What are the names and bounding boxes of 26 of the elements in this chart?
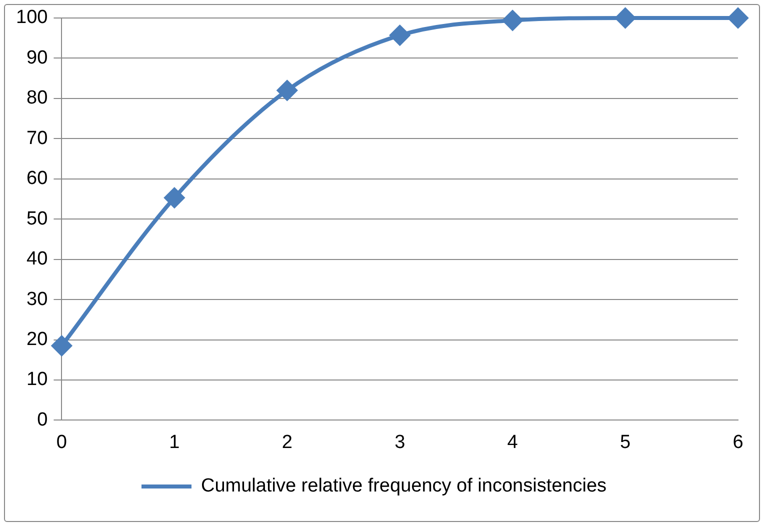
point bbox=[390, 25, 410, 46]
y-tick-label: 60 bbox=[26, 168, 48, 190]
point bbox=[615, 8, 636, 28]
y-tick-label: 80 bbox=[26, 88, 48, 109]
y-tick-label: 10 bbox=[26, 369, 48, 390]
x-tick-label: 4 bbox=[507, 432, 518, 453]
y-tick-label: 90 bbox=[26, 47, 48, 68]
x-tick-label: 2 bbox=[282, 432, 292, 453]
point bbox=[728, 8, 748, 28]
y-tick-label: 70 bbox=[26, 128, 48, 149]
x-tick-label: 1 bbox=[169, 432, 180, 453]
x-tick-label: 0 bbox=[56, 432, 67, 453]
legend-label: Cumulative relative frequency of inconsistencies bbox=[200, 476, 607, 497]
point bbox=[502, 10, 523, 30]
y-tick-label: 100 bbox=[16, 7, 48, 28]
y-tick-label: 30 bbox=[26, 288, 48, 310]
point bbox=[164, 188, 184, 208]
y-tick-label: 20 bbox=[26, 328, 48, 350]
x-tick-label: 5 bbox=[620, 432, 631, 453]
y-tick-label: 40 bbox=[26, 248, 48, 270]
point bbox=[52, 336, 72, 356]
y-tick-label: 0 bbox=[37, 409, 48, 430]
x-tick-label: 6 bbox=[732, 432, 744, 453]
x-tick-label: 3 bbox=[394, 432, 406, 453]
point bbox=[277, 80, 298, 100]
y-tick-label: 50 bbox=[26, 208, 48, 230]
